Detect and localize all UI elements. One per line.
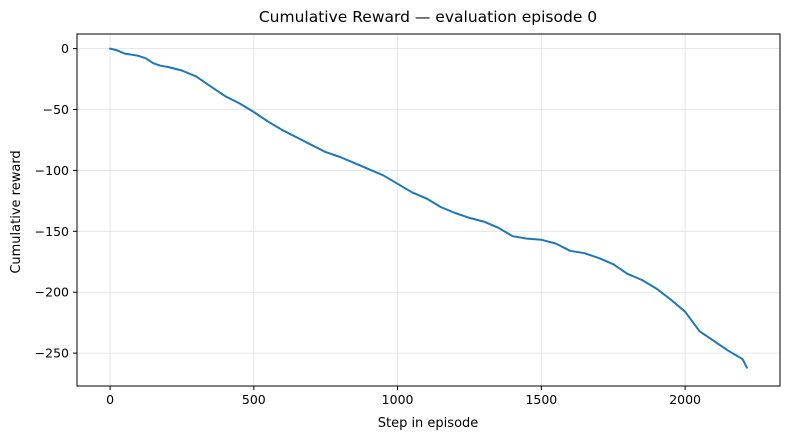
- x-tick-label: 1500: [525, 392, 557, 407]
- y-axis-label: Cumulative reward: [9, 150, 24, 273]
- y-tick-label: 0: [61, 41, 69, 56]
- y-tick-label: −50: [43, 102, 69, 117]
- plot-area-frame: [76, 33, 781, 387]
- x-tick-label: 500: [242, 392, 266, 407]
- x-tick-label: 1000: [382, 392, 414, 407]
- x-tick-label: 2000: [669, 392, 701, 407]
- y-tick-label: −100: [35, 163, 69, 178]
- series-line-cumulative-reward: [109, 47, 748, 369]
- grid-lines: [77, 34, 780, 386]
- y-tick-label: −200: [35, 285, 69, 300]
- y-axis-ticks: 0 −50 −100 −150 −200 −250: [35, 41, 77, 361]
- y-tick-label: −250: [35, 346, 69, 361]
- chart-title: Cumulative Reward — evaluation episode 0: [259, 8, 597, 26]
- x-axis-label: Step in episode: [378, 416, 479, 431]
- y-tick-label: −150: [35, 224, 69, 239]
- series-layer: [109, 47, 748, 369]
- x-tick-label: 0: [106, 392, 114, 407]
- x-axis-ticks: 0 500 1000 1500 2000: [106, 386, 701, 407]
